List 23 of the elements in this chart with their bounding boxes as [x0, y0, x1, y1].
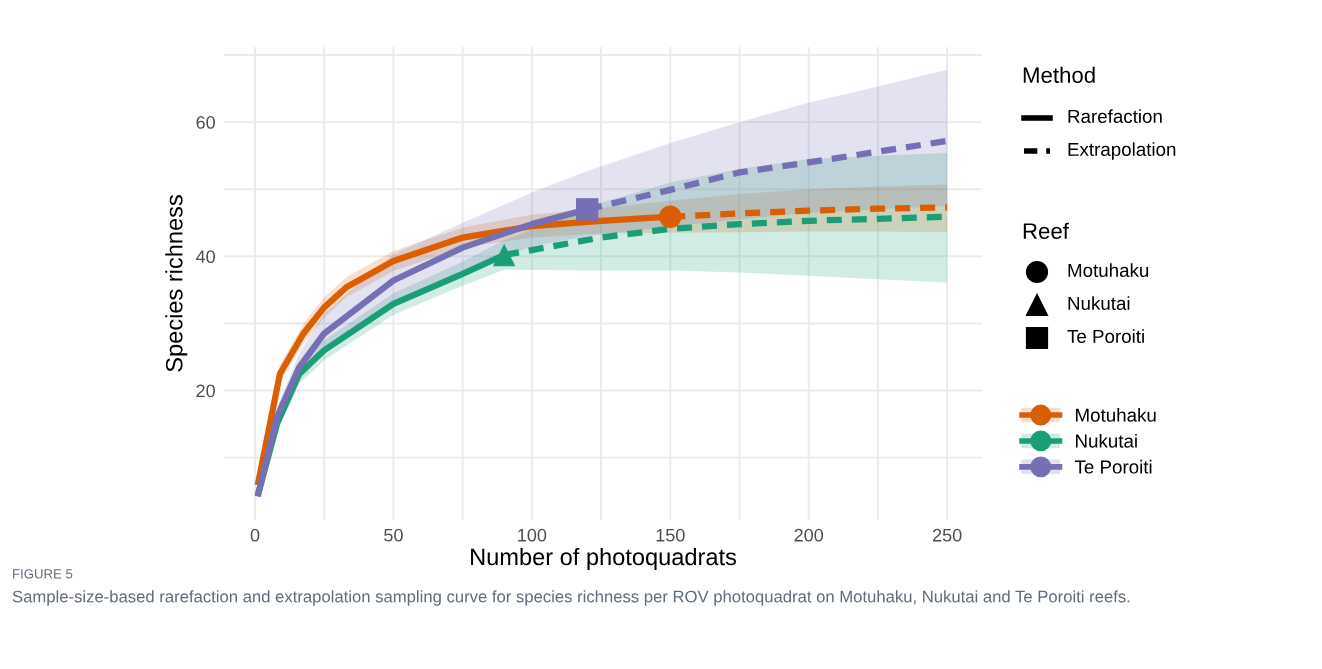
- text: Reef: [1023, 222, 1069, 239]
- y-tick-label: 20: [196, 384, 215, 398]
- text: Te Poroiti: [1067, 329, 1144, 344]
- text: Rarefaction: [1068, 109, 1162, 124]
- y-tick-label: 60: [196, 116, 215, 129]
- legend-label: Motuhaku: [1076, 408, 1156, 422]
- y-axis-title: Species richness: [165, 195, 188, 372]
- x-tick-label: 100: [518, 528, 547, 542]
- x-axis-title: Number of photoquadrats: [471, 547, 737, 570]
- text: Sample-size-based rarefaction and extrapolation sampling curve for species richness per ROV photoquadrat on Motuhaku, Nukutai and Te Poroiti reefs.: [12, 590, 1130, 606]
- x-tick-label: 50: [384, 528, 403, 542]
- text: Extrapolation: [1068, 142, 1176, 160]
- x-tick-label: 0: [250, 528, 260, 542]
- x-tick-label: 250: [932, 528, 962, 542]
- legend-label: Te Poroiti: [1074, 459, 1152, 474]
- x-tick-label: 200: [794, 528, 824, 542]
- caption: FIGURE 5: [13, 569, 73, 579]
- y-tick-label: 40: [196, 250, 215, 264]
- text: Method: [1023, 66, 1095, 83]
- legend-label: Nukutai: [1076, 433, 1137, 448]
- text: Motuhaku: [1068, 263, 1149, 278]
- text: Nukutai: [1068, 296, 1130, 311]
- x-tick-label: 150: [656, 528, 685, 542]
